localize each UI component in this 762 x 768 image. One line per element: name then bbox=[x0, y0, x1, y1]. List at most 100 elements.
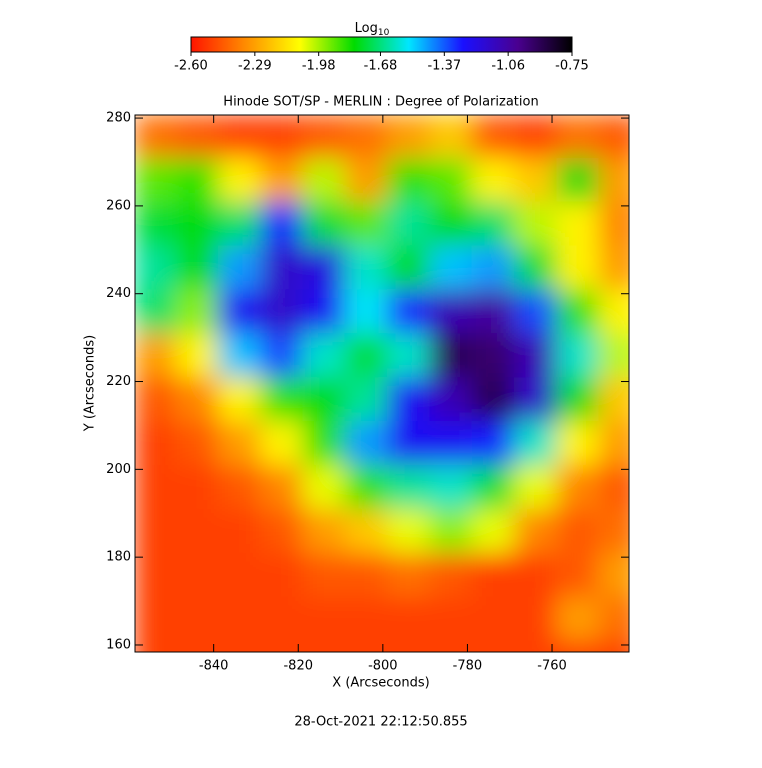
heatmap-cell bbox=[471, 333, 515, 378]
heatmap-cell bbox=[217, 596, 261, 642]
colorbar-tick-label: -0.75 bbox=[555, 59, 589, 74]
heatmap-cell bbox=[135, 552, 177, 598]
y-tick-label: 240 bbox=[106, 286, 131, 301]
heatmap-cell bbox=[387, 596, 430, 642]
y-axis-label: Y (Arcseconds) bbox=[83, 335, 98, 432]
heatmap-cell bbox=[429, 201, 473, 246]
heatmap-cell bbox=[556, 333, 600, 378]
heatmap-cell bbox=[302, 640, 346, 652]
heatmap-cell bbox=[556, 640, 600, 652]
heatmap-cell bbox=[429, 596, 473, 642]
x-tick-label: -800 bbox=[368, 659, 398, 674]
heatmap-cell bbox=[135, 596, 177, 642]
heatmap-cell bbox=[260, 333, 303, 378]
plot-frame bbox=[134, 114, 630, 653]
heatmap-cell bbox=[135, 201, 177, 246]
heatmap-cell bbox=[598, 289, 629, 334]
heatmap-clip bbox=[135, 115, 629, 652]
heatmap-cell bbox=[217, 508, 261, 554]
footer: 28-Oct-2021 22:12:50.855 bbox=[294, 715, 467, 730]
heatmap-cell bbox=[429, 333, 473, 378]
heatmap-cell bbox=[513, 640, 557, 652]
heatmap-cell bbox=[598, 333, 629, 378]
heatmap-cell bbox=[556, 377, 600, 422]
heatmap-cell bbox=[344, 245, 388, 290]
colorbar-tick-label: -1.98 bbox=[302, 59, 336, 74]
heatmap-cell bbox=[471, 596, 515, 642]
heatmap-cell bbox=[387, 289, 430, 334]
heatmap-cell bbox=[260, 464, 303, 510]
heatmap-cell bbox=[260, 157, 303, 202]
heatmap-cell bbox=[175, 333, 219, 378]
heatmap-cell bbox=[344, 377, 388, 422]
heatmap-cell bbox=[260, 201, 303, 246]
heatmap-cell bbox=[217, 421, 261, 466]
heatmap-cell bbox=[387, 115, 430, 159]
heatmap-cell bbox=[598, 640, 629, 652]
heatmap-cell bbox=[344, 640, 388, 652]
heatmap-cell bbox=[387, 552, 430, 598]
heatmap-cell bbox=[598, 464, 629, 510]
y-tick-label: 200 bbox=[106, 462, 131, 477]
heatmap-cell bbox=[429, 377, 473, 422]
heatmap-cell bbox=[175, 115, 219, 159]
heatmap-cell bbox=[302, 289, 346, 334]
heatmap-cell bbox=[302, 115, 346, 159]
heatmap-cell bbox=[513, 201, 557, 246]
heatmap-cell bbox=[598, 596, 629, 642]
colorbar-label: Log10 bbox=[355, 21, 390, 38]
heatmap-cell bbox=[217, 245, 261, 290]
heatmap-cell bbox=[302, 157, 346, 202]
heatmap-cell bbox=[260, 552, 303, 598]
y-tick-label: 280 bbox=[106, 111, 131, 126]
heatmap-cell bbox=[344, 552, 388, 598]
heatmap-cell bbox=[302, 596, 346, 642]
heatmap-cell bbox=[387, 157, 430, 202]
heatmap-cell bbox=[175, 245, 219, 290]
heatmap-cell bbox=[260, 640, 303, 652]
heatmap-cell bbox=[598, 421, 629, 466]
colorbar-label-sub: 10 bbox=[378, 28, 390, 38]
y-tick-label: 180 bbox=[106, 550, 131, 565]
heatmap-cell bbox=[260, 508, 303, 554]
x-tick-label: -780 bbox=[453, 659, 483, 674]
heatmap-cell bbox=[387, 508, 430, 554]
heatmap-cell bbox=[387, 421, 430, 466]
heatmap bbox=[135, 115, 629, 652]
heatmap-cell bbox=[471, 377, 515, 422]
heatmap-cell bbox=[513, 333, 557, 378]
x-tick-label: -760 bbox=[537, 659, 567, 674]
colorbar-label-main: Log bbox=[355, 21, 378, 36]
heatmap-cell bbox=[217, 377, 261, 422]
heatmap-cell bbox=[513, 596, 557, 642]
heatmap-cell bbox=[387, 245, 430, 290]
heatmap-cell bbox=[217, 333, 261, 378]
heatmap-cell bbox=[556, 508, 600, 554]
heatmap-cell bbox=[260, 377, 303, 422]
heatmap-cell bbox=[302, 201, 346, 246]
heatmap-cell bbox=[302, 377, 346, 422]
colorbar-tick-label: -2.29 bbox=[238, 59, 272, 74]
heatmap-cell bbox=[556, 115, 600, 159]
heatmap-cell bbox=[471, 464, 515, 510]
heatmap-cell bbox=[429, 508, 473, 554]
colorbar-tick-label: -2.60 bbox=[174, 59, 208, 74]
heatmap-cell bbox=[471, 640, 515, 652]
heatmap-cell bbox=[429, 464, 473, 510]
heatmap-cell bbox=[471, 289, 515, 334]
heatmap-cell bbox=[302, 245, 346, 290]
heatmap-cell bbox=[135, 464, 177, 510]
heatmap-cell bbox=[260, 115, 303, 159]
x-axis-label: X (Arcseconds) bbox=[332, 676, 429, 691]
colorbar-tick-label: -1.06 bbox=[491, 59, 525, 74]
y-tick-label: 220 bbox=[106, 374, 131, 389]
heatmap-cell bbox=[260, 596, 303, 642]
heatmap-cell bbox=[217, 552, 261, 598]
heatmap-cell bbox=[175, 377, 219, 422]
heatmap-cell bbox=[471, 115, 515, 159]
heatmap-cell bbox=[429, 421, 473, 466]
heatmap-cell bbox=[556, 421, 600, 466]
colorbar-tick-label: -1.37 bbox=[427, 59, 461, 74]
heatmap-cell bbox=[429, 640, 473, 652]
